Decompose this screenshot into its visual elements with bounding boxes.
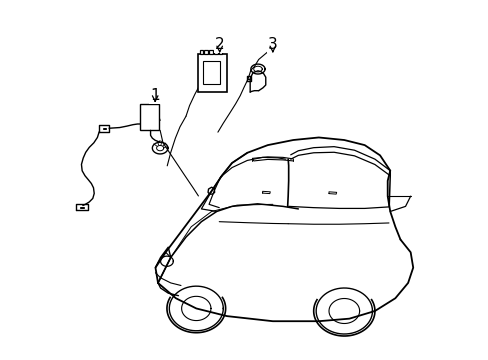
Bar [197,54,226,92]
Bar [204,50,207,54]
Bar [214,50,217,54]
Bar [218,50,222,54]
Text: 3: 3 [267,37,277,52]
Bar [209,50,212,54]
Bar [140,104,159,130]
Text: 2: 2 [214,37,224,52]
Bar [200,50,203,54]
Bar [203,61,219,84]
Text: 1: 1 [150,88,160,103]
